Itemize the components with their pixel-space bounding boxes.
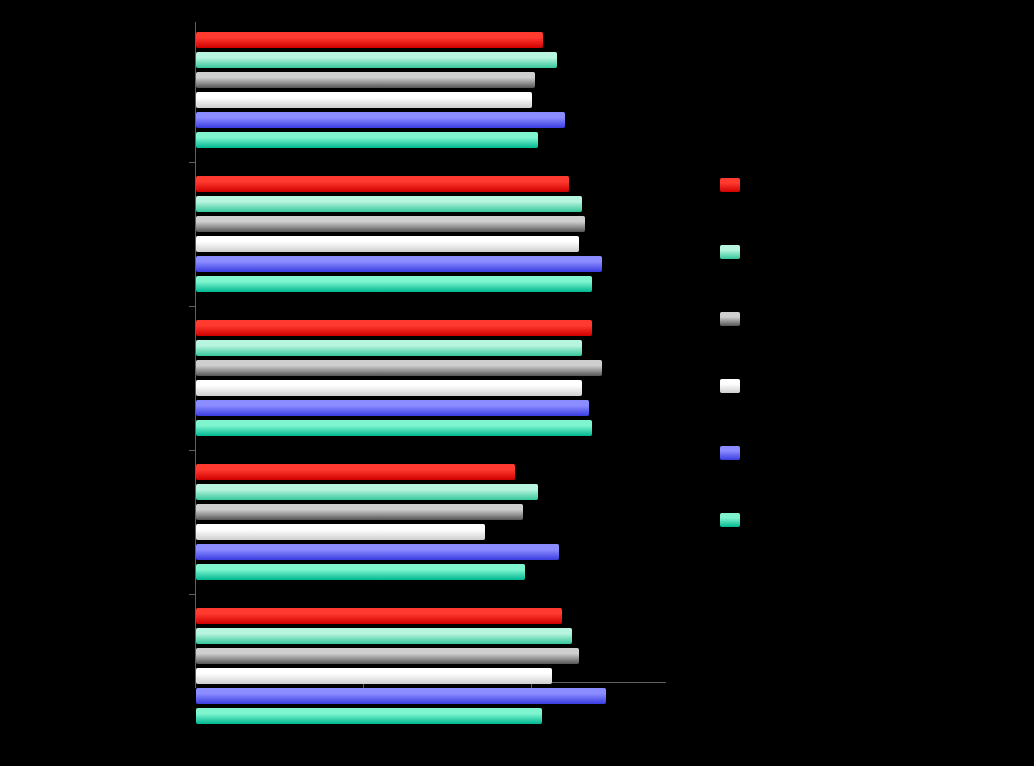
bar (196, 628, 572, 644)
bar (196, 464, 515, 480)
bar (196, 112, 565, 128)
bar (196, 360, 602, 376)
legend-swatch (720, 379, 740, 393)
bar (196, 564, 525, 580)
bar (196, 668, 552, 684)
bar (196, 132, 538, 148)
y-tick (189, 450, 195, 451)
legend-swatch (720, 245, 740, 259)
bar (196, 544, 559, 560)
bar (196, 608, 562, 624)
chart-root (0, 0, 1034, 766)
legend-swatch (720, 446, 740, 460)
bar (196, 340, 582, 356)
bar (196, 92, 532, 108)
bar (196, 320, 592, 336)
bar (196, 256, 602, 272)
bar (196, 196, 582, 212)
bar (196, 380, 582, 396)
bar (196, 648, 579, 664)
bar (196, 708, 542, 724)
bar (196, 52, 557, 68)
legend-swatch (720, 312, 740, 326)
bar (196, 524, 485, 540)
y-tick (189, 594, 195, 595)
legend-swatch (720, 513, 740, 527)
bar (196, 216, 585, 232)
bar (196, 688, 606, 704)
y-tick (189, 162, 195, 163)
y-tick (189, 306, 195, 307)
bar (196, 276, 592, 292)
bar (196, 176, 569, 192)
bar (196, 504, 523, 520)
bar (196, 32, 543, 48)
bar (196, 236, 579, 252)
bar (196, 400, 589, 416)
legend-swatch (720, 178, 740, 192)
bar (196, 72, 535, 88)
bar (196, 484, 538, 500)
bar (196, 420, 592, 436)
